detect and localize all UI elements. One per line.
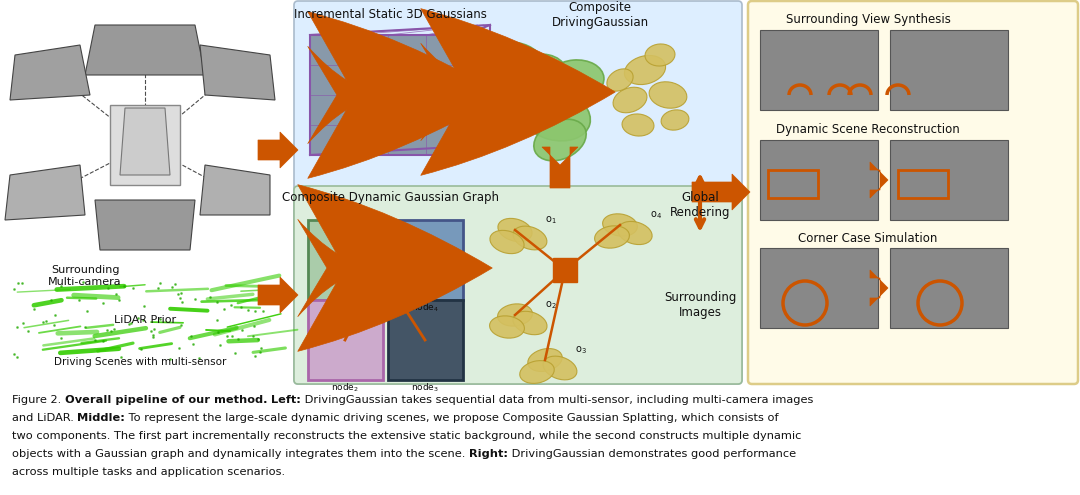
Bar bbox=[110, 105, 180, 185]
Text: o$_1$: o$_1$ bbox=[545, 214, 556, 226]
Polygon shape bbox=[258, 132, 298, 168]
Polygon shape bbox=[692, 174, 750, 210]
Ellipse shape bbox=[595, 226, 630, 248]
FancyBboxPatch shape bbox=[748, 1, 1078, 384]
Polygon shape bbox=[95, 200, 195, 250]
Text: Right:: Right: bbox=[469, 449, 508, 459]
Ellipse shape bbox=[534, 119, 586, 161]
Bar bbox=[368, 258, 392, 282]
Text: node$_1$: node$_1$ bbox=[330, 302, 359, 314]
Ellipse shape bbox=[607, 69, 633, 91]
Text: Driving Scenes with multi-sensor: Driving Scenes with multi-sensor bbox=[54, 357, 226, 367]
Bar bbox=[553, 258, 577, 282]
Bar bbox=[308, 300, 383, 380]
Text: o$_2$: o$_2$ bbox=[545, 299, 556, 311]
Ellipse shape bbox=[513, 311, 548, 335]
Bar bbox=[897, 170, 948, 198]
Text: Corner Case Simulation: Corner Case Simulation bbox=[798, 232, 937, 245]
Ellipse shape bbox=[464, 71, 515, 108]
Bar bbox=[760, 30, 878, 110]
Polygon shape bbox=[120, 108, 170, 175]
Bar bbox=[760, 248, 878, 328]
Bar bbox=[310, 35, 465, 155]
Text: DrivingGaussian takes sequential data from multi-sensor, including multi-camera : DrivingGaussian takes sequential data fr… bbox=[301, 395, 813, 405]
Text: Middle:: Middle: bbox=[78, 413, 125, 423]
Ellipse shape bbox=[661, 110, 689, 130]
Ellipse shape bbox=[494, 54, 566, 106]
Bar bbox=[388, 220, 463, 300]
Text: across multiple tasks and application scenarios.: across multiple tasks and application sc… bbox=[12, 467, 285, 477]
Ellipse shape bbox=[498, 218, 532, 242]
Ellipse shape bbox=[649, 82, 687, 108]
Text: Composite Dynamic Gaussian Graph: Composite Dynamic Gaussian Graph bbox=[282, 192, 499, 204]
Text: o$_3$: o$_3$ bbox=[575, 344, 586, 356]
Text: Left:: Left: bbox=[271, 395, 301, 405]
Ellipse shape bbox=[618, 221, 652, 245]
Polygon shape bbox=[870, 270, 888, 306]
Text: o$_4$: o$_4$ bbox=[650, 209, 662, 221]
Polygon shape bbox=[258, 277, 298, 313]
Polygon shape bbox=[542, 147, 578, 188]
Text: objects with a Gaussian graph and dynamically integrates them into the scene.: objects with a Gaussian graph and dynami… bbox=[12, 449, 469, 459]
Text: Overall pipeline of our method.: Overall pipeline of our method. bbox=[65, 395, 271, 405]
Text: node$_4$: node$_4$ bbox=[410, 302, 440, 314]
Text: To represent the large-scale dynamic driving scenes, we propose Composite Gaussi: To represent the large-scale dynamic dri… bbox=[125, 413, 779, 423]
Ellipse shape bbox=[645, 44, 675, 66]
Bar bbox=[890, 30, 1008, 110]
Ellipse shape bbox=[471, 95, 529, 146]
Bar bbox=[768, 170, 818, 198]
Ellipse shape bbox=[613, 87, 647, 113]
Ellipse shape bbox=[498, 304, 532, 326]
FancyBboxPatch shape bbox=[294, 186, 742, 384]
Ellipse shape bbox=[622, 114, 654, 136]
Polygon shape bbox=[200, 165, 270, 215]
Ellipse shape bbox=[543, 356, 577, 380]
Ellipse shape bbox=[489, 316, 525, 338]
Bar bbox=[388, 300, 463, 380]
Text: Surrounding View Synthesis: Surrounding View Synthesis bbox=[785, 13, 950, 27]
Text: and LiDAR.: and LiDAR. bbox=[12, 413, 78, 423]
Text: Dynamic Scene Reconstruction: Dynamic Scene Reconstruction bbox=[777, 123, 960, 137]
Text: Composite
DrivingGaussian: Composite DrivingGaussian bbox=[552, 1, 649, 29]
Ellipse shape bbox=[519, 361, 554, 384]
Polygon shape bbox=[85, 25, 205, 75]
Text: node$_3$: node$_3$ bbox=[411, 382, 438, 395]
Ellipse shape bbox=[519, 89, 591, 141]
Ellipse shape bbox=[513, 226, 546, 250]
Polygon shape bbox=[870, 162, 888, 198]
Polygon shape bbox=[10, 45, 90, 100]
Polygon shape bbox=[5, 165, 85, 220]
Bar bbox=[760, 140, 878, 220]
Bar bbox=[890, 140, 1008, 220]
Text: DrivingGaussian demonstrates good performance: DrivingGaussian demonstrates good perfor… bbox=[508, 449, 796, 459]
Text: Figure 2.: Figure 2. bbox=[12, 395, 65, 405]
Text: node$_2$: node$_2$ bbox=[332, 382, 359, 395]
Text: Surrounding
Multi-camera: Surrounding Multi-camera bbox=[49, 265, 122, 287]
Ellipse shape bbox=[490, 230, 524, 253]
Polygon shape bbox=[480, 77, 497, 113]
Text: Global
Rendering: Global Rendering bbox=[670, 191, 730, 219]
FancyBboxPatch shape bbox=[294, 1, 742, 384]
Ellipse shape bbox=[603, 214, 637, 236]
Text: Incremental Static 3D Gaussians: Incremental Static 3D Gaussians bbox=[294, 8, 486, 21]
Text: two components. The first part incrementally reconstructs the extensive static b: two components. The first part increment… bbox=[12, 431, 801, 441]
Text: LiDAR Prior: LiDAR Prior bbox=[113, 315, 176, 325]
Bar bbox=[890, 248, 1008, 328]
Text: Surrounding
Images: Surrounding Images bbox=[664, 291, 737, 319]
Ellipse shape bbox=[546, 60, 604, 100]
Bar bbox=[308, 220, 383, 300]
Ellipse shape bbox=[488, 42, 542, 78]
Ellipse shape bbox=[528, 348, 563, 371]
Polygon shape bbox=[200, 45, 275, 100]
Ellipse shape bbox=[624, 55, 665, 85]
